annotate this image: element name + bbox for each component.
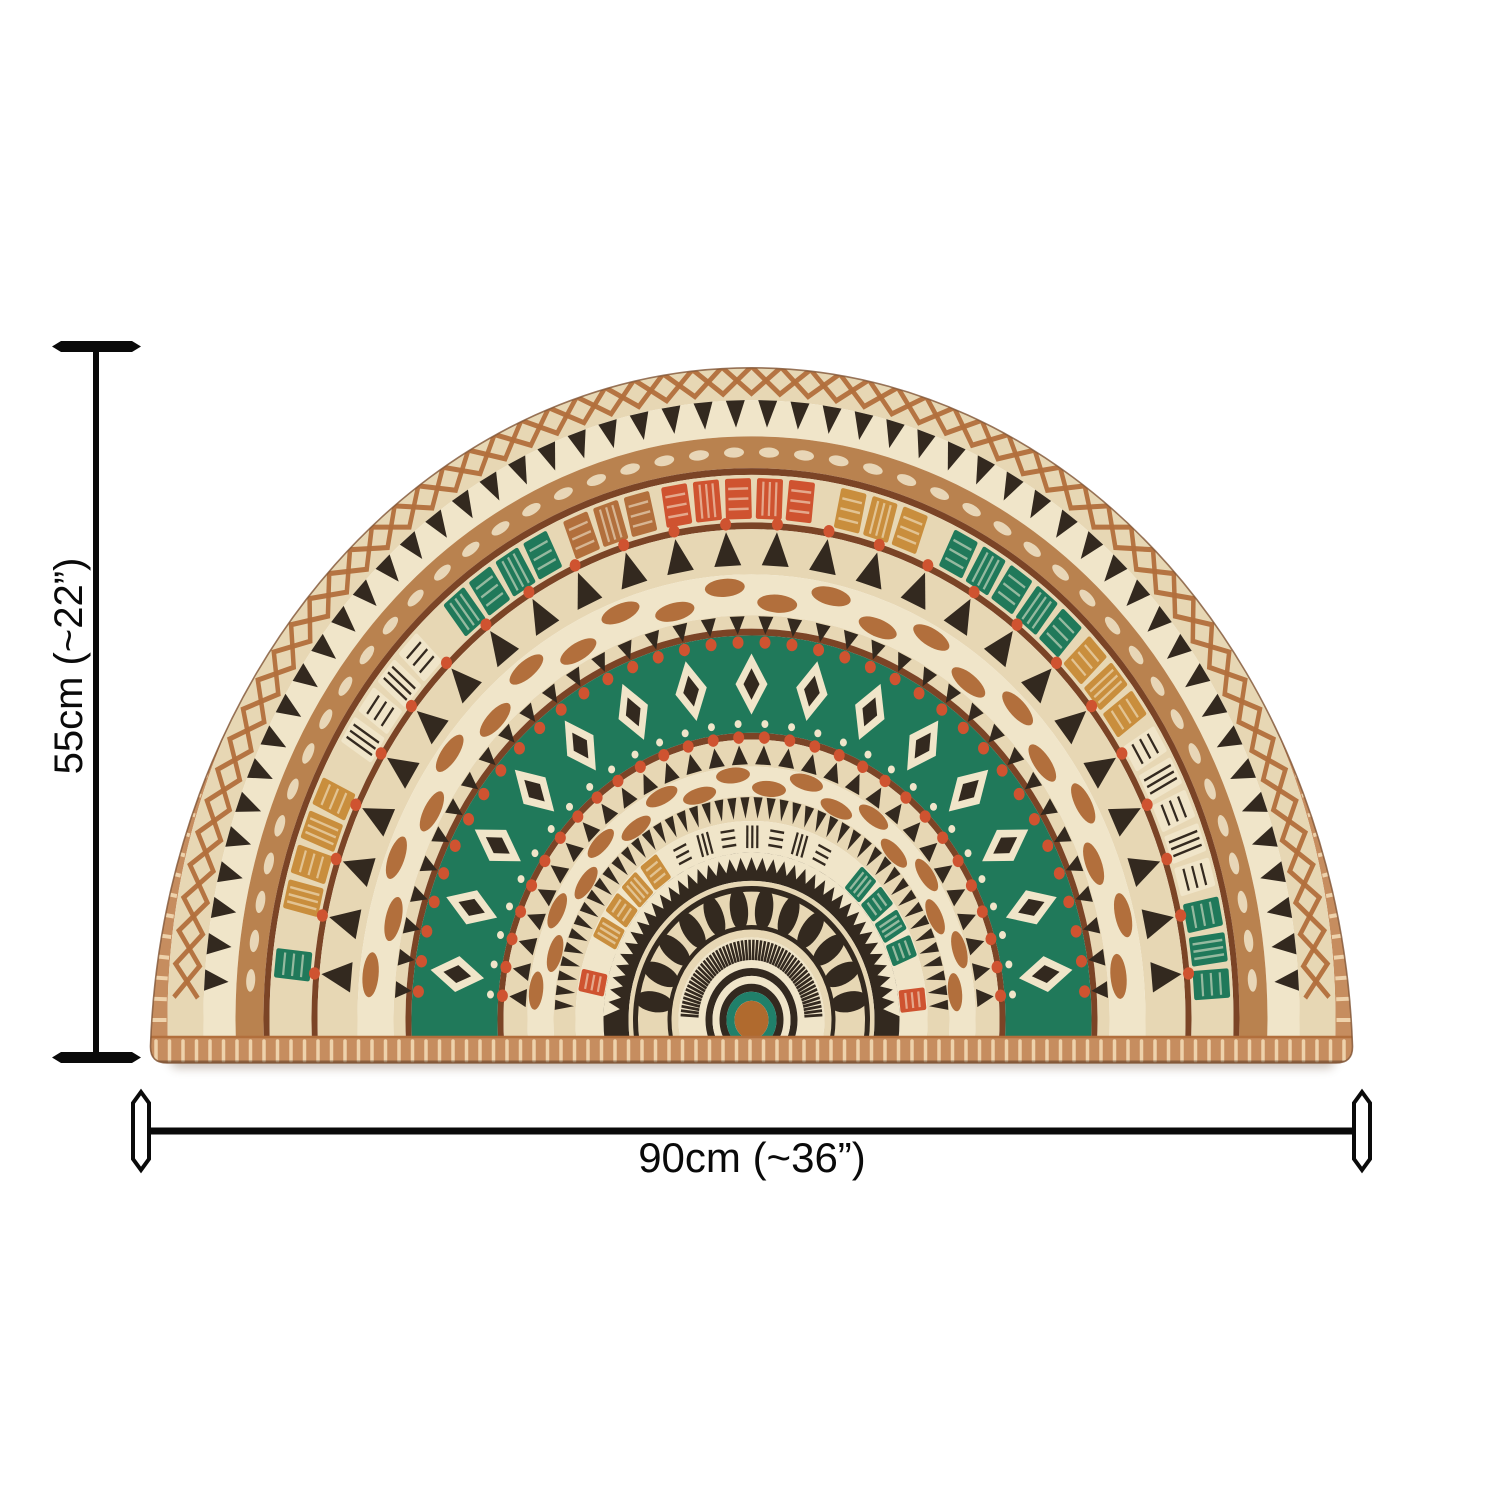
doormat-bottom-binding xyxy=(150,1035,1353,1063)
width-dimension-right-cap xyxy=(1352,1088,1372,1174)
width-dimension-left-cap xyxy=(131,1088,151,1174)
doormat-edge-outline xyxy=(149,367,1354,1064)
width-dimension-label: 90cm (~36”) xyxy=(638,1134,866,1181)
width-dimension: 90cm (~36”) xyxy=(131,1088,1372,1181)
doormat-illustration xyxy=(150,367,1353,1063)
doormat-pattern xyxy=(150,367,1353,1063)
height-dimension-label: 55cm (~22”) xyxy=(47,558,91,775)
height-dimension-bottom-cap xyxy=(52,1052,141,1063)
height-dimension-top-cap xyxy=(52,341,141,352)
height-dimension: 55cm (~22”) xyxy=(47,341,141,1063)
